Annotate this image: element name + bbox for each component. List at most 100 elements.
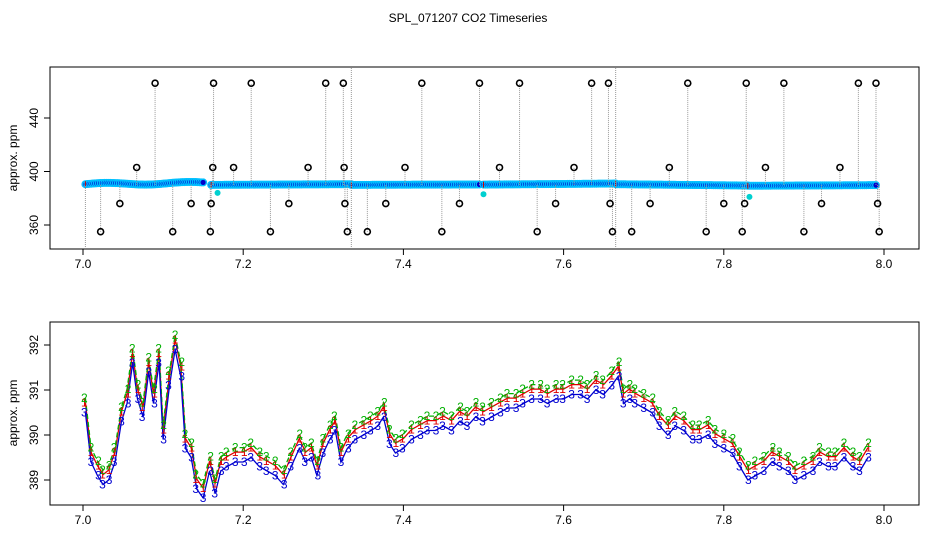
- bottom-series-2-point-label: 2: [374, 405, 381, 419]
- bottom-series-1-point-label: 1: [393, 436, 400, 450]
- bottom-series-3-point-label: 3: [810, 464, 817, 478]
- bottom-series-2-point-label: 2: [785, 450, 792, 464]
- bottom-series-1-point-label: 1: [160, 423, 167, 437]
- top-outlier-point: [339, 79, 348, 88]
- top-outlier-point: [206, 227, 215, 236]
- top-x-tick-label: 7.4: [395, 257, 412, 271]
- bottom-series-2-point-label: 2: [381, 396, 388, 410]
- top-outlier-point: [151, 79, 159, 88]
- bottom-series-3-point-label: 3: [528, 392, 535, 406]
- bottom-series-1-point-label: 1: [331, 414, 338, 428]
- bottom-series-2-point-label: 2: [559, 378, 566, 392]
- bottom-x-tick-label: 8.0: [876, 513, 893, 527]
- bottom-series-3-point-label: 3: [568, 388, 575, 402]
- top-outlier-point: [570, 163, 578, 172]
- bottom-series-2-point-label: 2: [188, 436, 195, 450]
- bottom-series-3-point-label: 3: [399, 442, 406, 456]
- bottom-series-1-point-label: 1: [559, 382, 566, 396]
- bottom-series-2-point-label: 2: [448, 409, 455, 423]
- top-y-axis-label: approx. ppm: [6, 125, 20, 192]
- top-outlier-point: [475, 79, 484, 88]
- bottom-series-2-point-label: 2: [95, 454, 102, 468]
- bottom-series-3-point-label: 3: [832, 460, 839, 474]
- top-outlier-point: [800, 227, 808, 236]
- bottom-series-3-point-label: 3: [656, 419, 663, 433]
- bottom-series-3-point-label: 3: [232, 455, 239, 469]
- bottom-series-2-point-label: 2: [537, 378, 544, 392]
- bottom-series-2-point-label: 2: [351, 418, 358, 432]
- top-plot-content: [81, 68, 883, 248]
- bottom-series-2-point-label: 2: [361, 414, 368, 428]
- bottom-series-3-point-label: 3: [433, 424, 440, 438]
- bottom-series-1-point-label: 1: [439, 409, 446, 423]
- bottom-series-3-point-label: 3: [111, 455, 118, 469]
- bottom-x-tick-label: 7.2: [235, 513, 252, 527]
- bottom-series-2-point-label: 2: [281, 463, 288, 477]
- bottom-series-2-point-label: 2: [856, 450, 863, 464]
- bottom-series-1-point-label: 1: [301, 445, 308, 459]
- top-y-tick-label: 440: [27, 108, 41, 128]
- bottom-series-3-point-label: 3: [751, 469, 758, 483]
- bottom-series-2-point-label: 2: [457, 400, 464, 414]
- top-outlier-point: [604, 79, 613, 88]
- bottom-series-2-point-label: 2: [665, 414, 672, 428]
- bottom-series-2-point-label: 2: [801, 454, 808, 468]
- bottom-series-1-point-label: 1: [232, 445, 239, 459]
- bottom-series-1-point-label: 1: [319, 436, 326, 450]
- bottom-series-3-point-label: 3: [129, 356, 136, 370]
- bottom-series-2-point-label: 2: [178, 355, 185, 369]
- bottom-series-3-point-label: 3: [856, 464, 863, 478]
- top-axes: 7.0 7.2 7.4 7.6 7.8 8.0 360 400 440: [27, 108, 893, 271]
- bottom-series-1-point-label: 1: [620, 387, 627, 401]
- bottom-series-3-point-label: 3: [135, 392, 142, 406]
- bottom-series-1-point-label: 1: [200, 481, 207, 495]
- bottom-series-3-point-label: 3: [106, 473, 113, 487]
- bottom-series-1-point-label: 1: [218, 454, 225, 468]
- bottom-series-2-point-label: 2: [720, 427, 727, 441]
- bottom-series-3-point-label: 3: [544, 397, 551, 411]
- bottom-series-1-point-label: 1: [345, 432, 352, 446]
- bottom-series-1-point-label: 1: [95, 459, 102, 473]
- bottom-series-3-point-label: 3: [801, 469, 808, 483]
- bottom-series-1-point-label: 1: [497, 396, 504, 410]
- top-outlier-point: [343, 227, 352, 236]
- bottom-series-2-point-label: 2: [649, 391, 656, 405]
- bottom-series-2-point-label: 2: [172, 328, 179, 342]
- bottom-series-2-point-label: 2: [345, 427, 352, 441]
- bottom-series-1-point-label: 1: [626, 382, 633, 396]
- top-outlier-point: [340, 163, 348, 172]
- bottom-series-3-point-label: 3: [351, 433, 358, 447]
- bottom-series-2-point-label: 2: [696, 418, 703, 432]
- bottom-series-3-point-label: 3: [689, 433, 696, 447]
- bottom-series-1-point-label: 1: [479, 405, 486, 419]
- bottom-series-3-point-label: 3: [850, 460, 857, 474]
- bottom-series-2-point-label: 2: [553, 378, 560, 392]
- bottom-series-1-point-label: 1: [367, 414, 374, 428]
- bottom-series-3-point-label: 3: [296, 442, 303, 456]
- bottom-x-tick-label: 7.4: [395, 513, 412, 527]
- bottom-series-3-point-label: 3: [816, 455, 823, 469]
- bottom-series-1-point-label: 1: [504, 391, 511, 405]
- bottom-series-3-point-label: 3: [671, 419, 678, 433]
- bottom-series-2-point-label: 2: [192, 468, 199, 482]
- top-outlier-point: [854, 79, 863, 88]
- top-x-tick-label: 7.8: [715, 257, 732, 271]
- top-outlier-point: [96, 227, 105, 236]
- bottom-series-1-point-label: 1: [553, 382, 560, 396]
- top-outlier-point: [665, 163, 674, 172]
- bottom-series-2-point-label: 2: [129, 342, 136, 356]
- bottom-series-1-point-label: 1: [106, 463, 113, 477]
- bottom-series-1-point-label: 1: [281, 468, 288, 482]
- top-y-tick-label: 400: [27, 161, 41, 181]
- bottom-series-1-point-label: 1: [135, 382, 142, 396]
- top-trace-point: [873, 182, 879, 188]
- top-x-tick-label: 8.0: [876, 257, 893, 271]
- top-outlier-point: [168, 227, 177, 236]
- bottom-series-2-point-label: 2: [263, 450, 270, 464]
- bottom-series-2-point-label: 2: [424, 409, 431, 423]
- bottom-series-1-point-label: 1: [537, 382, 544, 396]
- bottom-series-3-point-label: 3: [488, 410, 495, 424]
- bottom-series-3-point-label: 3: [88, 455, 95, 469]
- bottom-series-1-point-label: 1: [145, 355, 152, 369]
- bottom-axes: 7.0 7.2 7.4 7.6 7.8 8.0 389 390 391 392: [27, 335, 893, 527]
